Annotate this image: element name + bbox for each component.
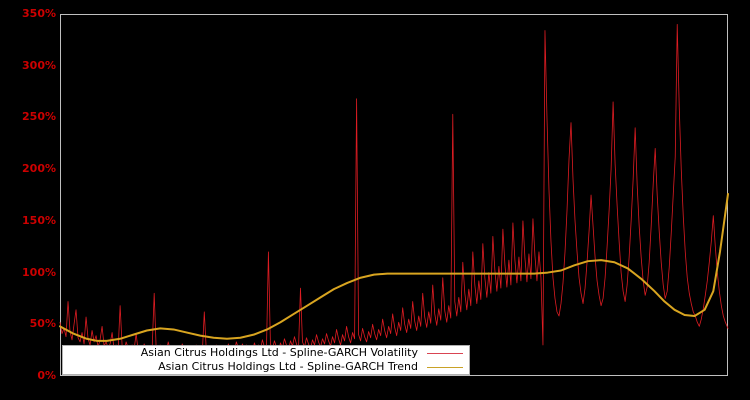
legend-entry-label: Asian Citrus Holdings Ltd - Spline-GARCH… bbox=[158, 360, 418, 373]
y-axis-tick-labels: 0% 50% 100% 150% 200% 250% 300% 350% bbox=[0, 0, 56, 400]
y-axis-tick-label: 100% bbox=[22, 265, 56, 279]
series-line-trend bbox=[59, 192, 729, 342]
y-axis-tick-label: 350% bbox=[22, 7, 56, 20]
chart-legend: Asian Citrus Holdings Ltd - Spline-GARCH… bbox=[62, 345, 470, 375]
y-axis-tick-label: 50% bbox=[29, 317, 56, 331]
legend-entry[interactable]: Asian Citrus Holdings Ltd - Spline-GARCH… bbox=[63, 360, 469, 374]
y-axis-tick-label: 300% bbox=[22, 58, 56, 72]
y-axis-tick-label: 200% bbox=[22, 162, 56, 176]
y-axis-tick-label: 0% bbox=[37, 369, 56, 382]
legend-color-swatch bbox=[427, 352, 463, 354]
y-axis-tick-label: 150% bbox=[22, 213, 56, 227]
legend-entry-label: Asian Citrus Holdings Ltd - Spline-GARCH… bbox=[140, 346, 418, 359]
legend-entry[interactable]: Asian Citrus Holdings Ltd - Spline-GARCH… bbox=[63, 346, 469, 360]
y-axis-tick-label: 250% bbox=[22, 110, 56, 124]
legend-color-swatch bbox=[427, 366, 463, 368]
